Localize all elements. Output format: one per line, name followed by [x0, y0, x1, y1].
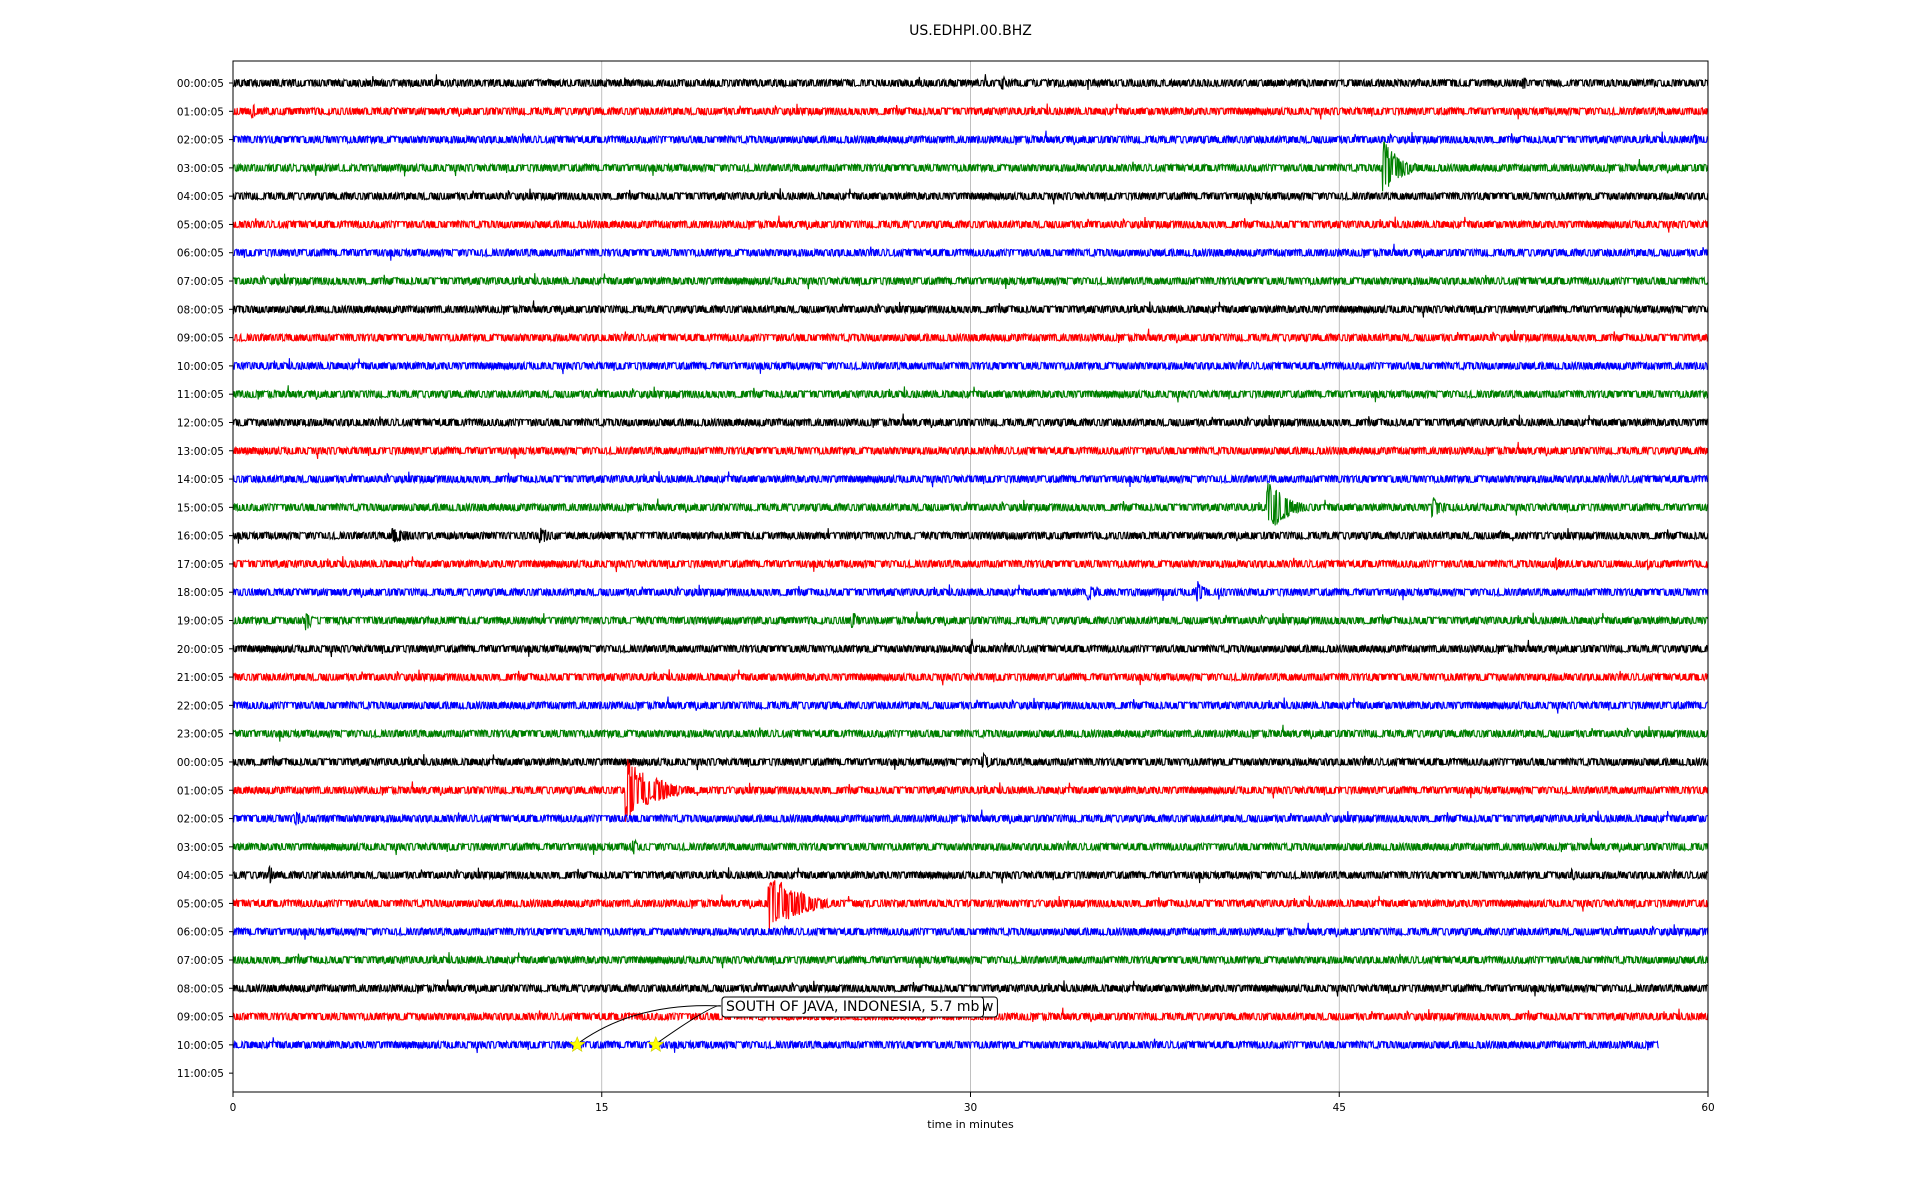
hour-label: 03:00:05	[177, 163, 224, 175]
hour-label: 17:00:05	[177, 559, 224, 571]
hour-label: 10:00:05	[177, 361, 224, 373]
trace-row	[232, 922, 1709, 940]
trace-row	[232, 864, 1709, 884]
hour-label: 05:00:05	[177, 219, 224, 231]
trace-row	[232, 215, 1709, 233]
hour-label: 09:00:05	[177, 333, 224, 345]
hour-label: 19:00:05	[177, 616, 224, 628]
trace-row	[233, 880, 1709, 932]
trace-row	[232, 74, 1709, 91]
trace-row	[232, 243, 1709, 261]
trace-row	[232, 358, 1709, 375]
trace-row	[232, 696, 1708, 714]
trace-row	[232, 952, 1709, 969]
hour-label: 06:00:05	[177, 927, 224, 939]
hour-label: 07:00:05	[177, 955, 224, 967]
trace-row	[232, 809, 1708, 826]
trace-row	[232, 581, 1709, 602]
trace-row	[232, 759, 1709, 822]
hour-label: 08:00:05	[177, 304, 224, 316]
trace-row	[232, 385, 1709, 403]
x-tick-label: 0	[230, 1102, 237, 1114]
trace-row	[232, 471, 1709, 488]
trace-row	[232, 979, 1708, 997]
hour-label: 04:00:05	[177, 191, 224, 203]
trace-row	[232, 441, 1709, 459]
chart-title: US.EDHPI.00.BHZ	[909, 23, 1032, 39]
hour-label: 06:00:05	[177, 248, 224, 260]
trace-row	[232, 130, 1708, 146]
hour-label: 16:00:05	[177, 531, 224, 543]
x-tick-label: 45	[1333, 1102, 1346, 1114]
x-axis-label: time in minutes	[927, 1118, 1014, 1131]
hour-label: 18:00:05	[177, 587, 224, 599]
trace-row	[232, 638, 1709, 658]
annotation-connector	[658, 1005, 722, 1043]
hour-label: 15:00:05	[177, 502, 224, 514]
trace-row	[232, 141, 1709, 192]
hour-label: 01:00:05	[177, 785, 224, 797]
trace-row	[233, 328, 1708, 344]
trace-row	[232, 103, 1709, 120]
hour-label: 22:00:05	[177, 700, 224, 712]
hour-label: 02:00:05	[177, 814, 224, 826]
x-axis-ticks: 0 15 30 45 60	[230, 1092, 1715, 1114]
annotation-label: SOUTH OF JAVA, INDONESIA, 5.7 mb	[721, 996, 984, 1018]
annotation-connector	[579, 1005, 722, 1043]
grid-lines	[601, 61, 1340, 1092]
x-tick-label: 30	[964, 1102, 977, 1114]
hour-label: 23:00:05	[177, 729, 224, 741]
hour-label: 04:00:05	[177, 870, 224, 882]
trace-row	[232, 751, 1709, 771]
hour-label: 14:00:05	[177, 474, 224, 486]
trace-row	[232, 273, 1709, 290]
trace-row	[232, 527, 1709, 544]
trace-row	[232, 1037, 1660, 1054]
hour-label: 11:00:05	[177, 389, 224, 401]
annotation-box	[721, 996, 984, 1018]
hour-label: 13:00:05	[177, 446, 224, 458]
trace-row	[232, 837, 1709, 856]
event-star-marker	[647, 1036, 665, 1052]
hour-label: 08:00:05	[177, 983, 224, 995]
hour-label: 12:00:05	[177, 417, 224, 429]
x-tick-label: 15	[595, 1102, 608, 1114]
hour-labels: 00:00:05 01:00:05 02:00:05 03:00:05 04:00:05…	[177, 78, 233, 1080]
seismic-traces	[232, 74, 1709, 1054]
annotation-text: SOUTH OF JAVA, INDONESIA, 5.7 mb	[726, 999, 979, 1015]
hour-label: 00:00:05	[177, 757, 224, 769]
x-tick-label: 60	[1701, 1102, 1714, 1114]
hour-label: 00:00:05	[177, 78, 224, 90]
trace-row	[232, 669, 1709, 686]
hour-label: 09:00:05	[177, 1012, 224, 1024]
hour-label: 20:00:05	[177, 644, 224, 656]
trace-row	[232, 413, 1709, 429]
hour-label: 01:00:05	[177, 106, 224, 118]
trace-row	[232, 724, 1709, 742]
hour-label: 02:00:05	[177, 135, 224, 147]
trace-row	[232, 188, 1709, 205]
hour-label: 03:00:05	[177, 842, 224, 854]
event-star-marker	[568, 1036, 586, 1052]
trace-row	[233, 611, 1709, 631]
hour-label: 21:00:05	[177, 672, 224, 684]
hour-label: 07:00:05	[177, 276, 224, 288]
hour-label: 10:00:05	[177, 1040, 224, 1052]
hour-label: 11:00:05	[177, 1068, 224, 1080]
event-annotations: SOUTH OF JAVA, INDONESIA, 6.2 mwwSOUTH O…	[568, 996, 998, 1052]
trace-row	[232, 556, 1709, 573]
trace-row	[232, 300, 1709, 318]
hour-label: 05:00:05	[177, 898, 224, 910]
trace-row	[232, 482, 1709, 526]
